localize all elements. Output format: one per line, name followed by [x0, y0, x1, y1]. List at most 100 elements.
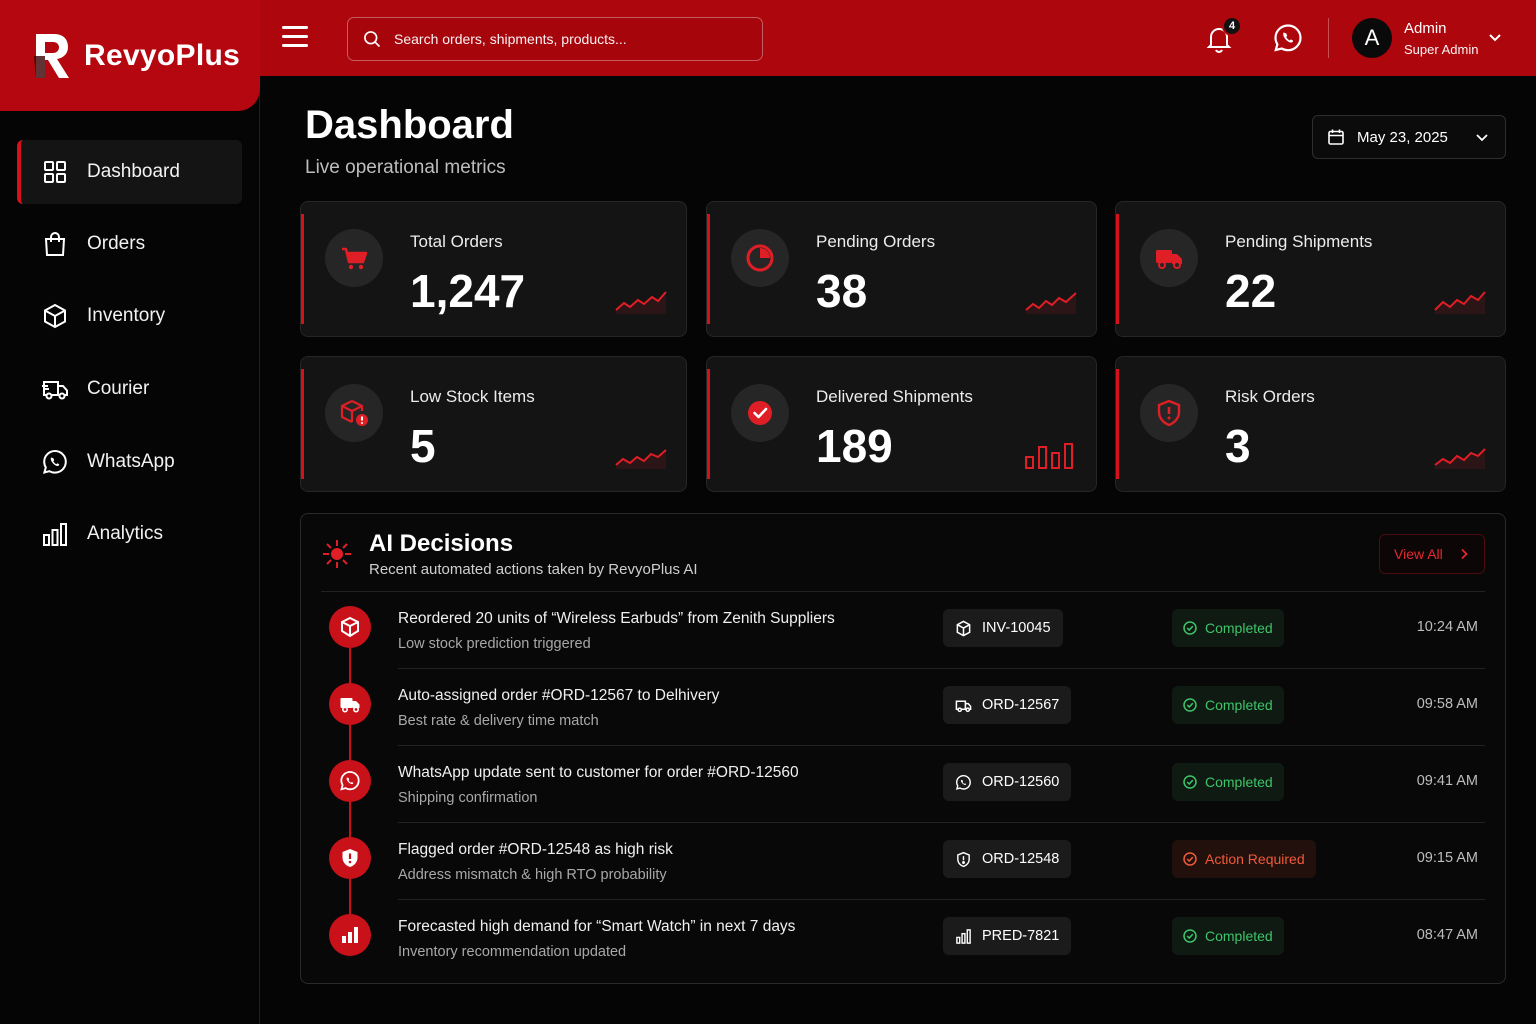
table-row[interactable]: Flagged order #ORD-12548 as high risk Ad…: [301, 823, 1505, 900]
row-divider: [398, 668, 1485, 669]
date-value: May 23, 2025: [1357, 128, 1448, 146]
page-title: Dashboard: [305, 103, 514, 147]
sidebar-item-whatsapp[interactable]: WhatsApp: [17, 430, 242, 494]
row-description: Best rate & delivery time match: [398, 713, 599, 729]
status-label: Completed: [1205, 697, 1273, 713]
bar-chart-icon: [1025, 443, 1073, 469]
status-badge: Completed: [1172, 609, 1284, 647]
brand-logo[interactable]: RevyoPlus: [0, 0, 260, 111]
box-icon: [44, 303, 66, 329]
row-divider: [398, 745, 1485, 746]
table-row[interactable]: WhatsApp update sent to customer for ord…: [301, 746, 1505, 823]
stat-label: Risk Orders: [1225, 387, 1315, 406]
row-title: Auto-assigned order #ORD-12567 to Delhiv…: [398, 687, 720, 704]
whatsapp-icon: [42, 449, 67, 474]
table-row[interactable]: Auto-assigned order #ORD-12567 to Delhiv…: [301, 669, 1505, 746]
table-row[interactable]: Reordered 20 units of “Wireless Earbuds”…: [301, 592, 1505, 669]
calendar-icon: [1328, 129, 1344, 145]
status-badge: Completed: [1172, 917, 1284, 955]
shield-alert-icon-wrap: [1140, 384, 1198, 442]
search-icon: [364, 31, 381, 48]
stat-label: Delivered Shipments: [816, 387, 973, 406]
reference-id: PRED-7821: [982, 928, 1060, 944]
stat-card-risk-orders[interactable]: Risk Orders 3: [1115, 356, 1506, 492]
user-role: Super Admin: [1404, 42, 1479, 57]
search-input[interactable]: [394, 31, 734, 47]
check-circle-icon: [748, 401, 772, 425]
check-circle-icon: [1183, 929, 1197, 943]
panel-divider: [321, 591, 1485, 592]
whatsapp-icon: [329, 760, 371, 802]
sidebar-item-label: Inventory: [87, 305, 166, 326]
reference-id: ORD-12567: [982, 697, 1060, 713]
whatsapp-icon: [1274, 24, 1302, 52]
stat-label: Pending Orders: [816, 232, 936, 251]
shield-alert-icon: [957, 851, 970, 867]
row-description: Address mismatch & high RTO probability: [398, 867, 667, 883]
shopping-bag-icon: [44, 231, 66, 256]
stat-value: 38: [816, 265, 868, 317]
pie-clock-icon: [746, 244, 774, 272]
sidebar-item-label: WhatsApp: [87, 451, 175, 472]
reference-chip[interactable]: INV-10045: [943, 609, 1063, 647]
reference-chip[interactable]: ORD-12567: [943, 686, 1072, 724]
truck-icon-wrap: [1140, 229, 1198, 287]
check-circle-icon-wrap: [731, 384, 789, 442]
status-label: Completed: [1205, 620, 1273, 636]
sidebar: [0, 76, 260, 1024]
stat-card-delivered-shipments[interactable]: Delivered Shipments 189: [706, 356, 1097, 492]
status-badge: Action Required: [1172, 840, 1316, 878]
sidebar-item-dashboard[interactable]: Dashboard: [17, 140, 242, 204]
sidebar-item-label: Analytics: [87, 523, 164, 544]
truck-icon: [955, 699, 972, 712]
trend-sparkline-icon: [615, 291, 667, 314]
panel-subtitle: Recent automated actions taken by RevyoP…: [369, 561, 698, 578]
reference-chip[interactable]: ORD-12560: [943, 763, 1072, 801]
box-alert-icon: [340, 400, 368, 426]
ai-decisions-panel: AI Decisions Recent automated actions ta…: [300, 513, 1506, 984]
whatsapp-button[interactable]: [1272, 22, 1304, 54]
chevron-down-icon[interactable]: [1486, 28, 1504, 46]
brand-mark-icon: [34, 33, 69, 78]
avatar[interactable]: A: [1352, 18, 1392, 58]
sidebar-item-courier[interactable]: Courier: [17, 357, 242, 421]
sidebar-item-orders[interactable]: Orders: [17, 212, 242, 276]
box-icon: [329, 606, 371, 648]
row-title: Reordered 20 units of “Wireless Earbuds”…: [398, 610, 835, 627]
cart-icon: [342, 247, 368, 270]
pie-clock-icon-wrap: [731, 229, 789, 287]
user-name[interactable]: Admin: [1404, 20, 1447, 37]
date-picker-button[interactable]: May 23, 2025: [1312, 115, 1506, 159]
box-alert-icon-wrap: [325, 384, 383, 442]
stat-value: 3: [1225, 420, 1251, 472]
row-divider: [398, 899, 1485, 900]
search-bar[interactable]: [347, 17, 763, 61]
trend-sparkline-icon: [615, 449, 667, 469]
trend-sparkline-icon: [1434, 448, 1486, 469]
chevron-down-icon: [1476, 134, 1488, 142]
view-all-label: View All: [1394, 546, 1443, 562]
sidebar-item-analytics[interactable]: Analytics: [17, 502, 242, 566]
grid-icon: [44, 161, 66, 183]
shield-alert-icon: [329, 837, 371, 879]
shield-alert-icon: [1157, 399, 1181, 427]
stat-card-pending-orders[interactable]: Pending Orders 38: [706, 201, 1097, 337]
reference-id: INV-10045: [982, 620, 1051, 636]
view-all-button[interactable]: View All: [1379, 534, 1485, 574]
cart-icon-wrap: [325, 229, 383, 287]
stat-card-total-orders[interactable]: Total Orders 1,247: [300, 201, 687, 337]
sidebar-item-label: Dashboard: [87, 161, 180, 182]
truck-icon: [1156, 250, 1182, 269]
stat-value: 189: [816, 420, 893, 472]
stat-card-low-stock[interactable]: Low Stock Items 5: [300, 356, 687, 492]
stat-label: Total Orders: [410, 232, 503, 251]
notifications-button[interactable]: 4: [1204, 16, 1242, 54]
stat-card-pending-shipments[interactable]: Pending Shipments 22: [1115, 201, 1506, 337]
ai-spark-icon: [323, 540, 351, 568]
status-label: Action Required: [1205, 851, 1305, 867]
menu-toggle-button[interactable]: [282, 26, 310, 50]
reference-chip[interactable]: ORD-12548: [943, 840, 1072, 878]
reference-chip[interactable]: PRED-7821: [943, 917, 1072, 955]
table-row[interactable]: Forecasted high demand for “Smart Watch”…: [301, 900, 1505, 977]
sidebar-item-inventory[interactable]: Inventory: [17, 284, 242, 348]
